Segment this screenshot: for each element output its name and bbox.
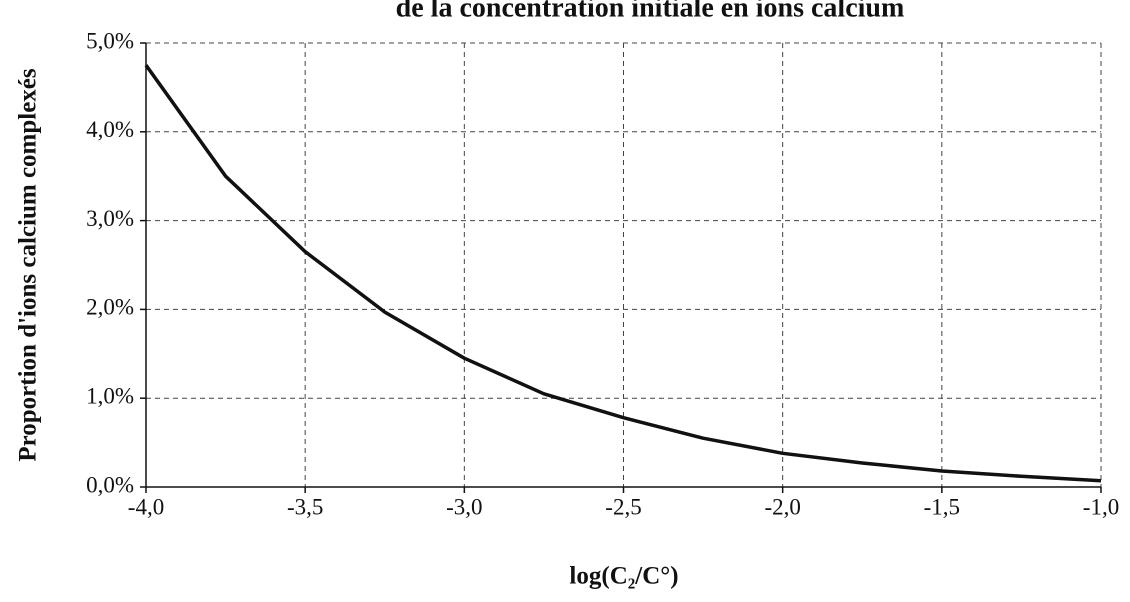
x-tick-label: -1,0 (1083, 494, 1119, 519)
x-tick-label: -1,5 (924, 494, 960, 519)
y-tick-label: 5,0% (86, 28, 134, 53)
x-tick-label: -4,0 (128, 494, 164, 519)
curve (144, 64, 1102, 483)
x-tick-label: -2,5 (605, 494, 641, 519)
chart-title: de la concentration initiale en ions cal… (396, 0, 905, 23)
y-tick-label: 3,0% (86, 206, 134, 231)
y-tick-label: 0,0% (86, 472, 134, 497)
y-axis-label: Proportion d'ions calcium complexés (15, 68, 42, 462)
x-axis-label: log(C₂/C°) (569, 563, 678, 590)
x-tick-label: -3,0 (446, 494, 482, 519)
y-tick-label: 2,0% (86, 295, 134, 320)
y-tick-label: 4,0% (86, 117, 134, 142)
y-tick-label: 1,0% (86, 383, 134, 408)
x-tick-label: -3,5 (287, 494, 323, 519)
x-tick-label: -2,0 (764, 494, 800, 519)
